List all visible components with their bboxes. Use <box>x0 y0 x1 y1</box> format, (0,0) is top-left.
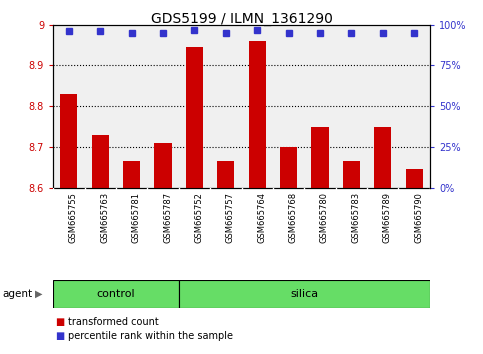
Text: GSM665781: GSM665781 <box>131 192 141 243</box>
Bar <box>92 135 109 188</box>
Text: ▶: ▶ <box>35 289 43 299</box>
Text: silica: silica <box>290 289 318 299</box>
Text: agent: agent <box>2 289 32 299</box>
Text: GDS5199 / ILMN_1361290: GDS5199 / ILMN_1361290 <box>151 12 332 27</box>
Text: GSM665789: GSM665789 <box>383 192 392 243</box>
Bar <box>343 161 360 188</box>
Text: GSM665768: GSM665768 <box>289 192 298 243</box>
Bar <box>60 94 77 188</box>
Text: GSM665764: GSM665764 <box>257 192 266 243</box>
Bar <box>217 161 234 188</box>
Bar <box>249 41 266 188</box>
Text: transformed count: transformed count <box>68 317 158 327</box>
Bar <box>406 169 423 188</box>
Bar <box>179 280 430 308</box>
Bar <box>123 161 140 188</box>
Text: GSM665763: GSM665763 <box>100 192 109 243</box>
Text: GSM665780: GSM665780 <box>320 192 329 243</box>
Text: GSM665752: GSM665752 <box>194 192 203 243</box>
Text: percentile rank within the sample: percentile rank within the sample <box>68 331 233 341</box>
Bar <box>186 47 203 188</box>
Bar <box>312 126 328 188</box>
Bar <box>53 280 179 308</box>
Text: control: control <box>97 289 135 299</box>
Text: ■: ■ <box>56 317 65 327</box>
Text: GSM665790: GSM665790 <box>414 192 423 243</box>
Text: GSM665783: GSM665783 <box>352 192 360 243</box>
Text: GSM665755: GSM665755 <box>69 192 78 243</box>
Bar <box>374 126 391 188</box>
Text: GSM665757: GSM665757 <box>226 192 235 243</box>
Text: ■: ■ <box>56 331 65 341</box>
Bar <box>155 143 171 188</box>
Text: GSM665787: GSM665787 <box>163 192 172 243</box>
Bar <box>280 147 297 188</box>
